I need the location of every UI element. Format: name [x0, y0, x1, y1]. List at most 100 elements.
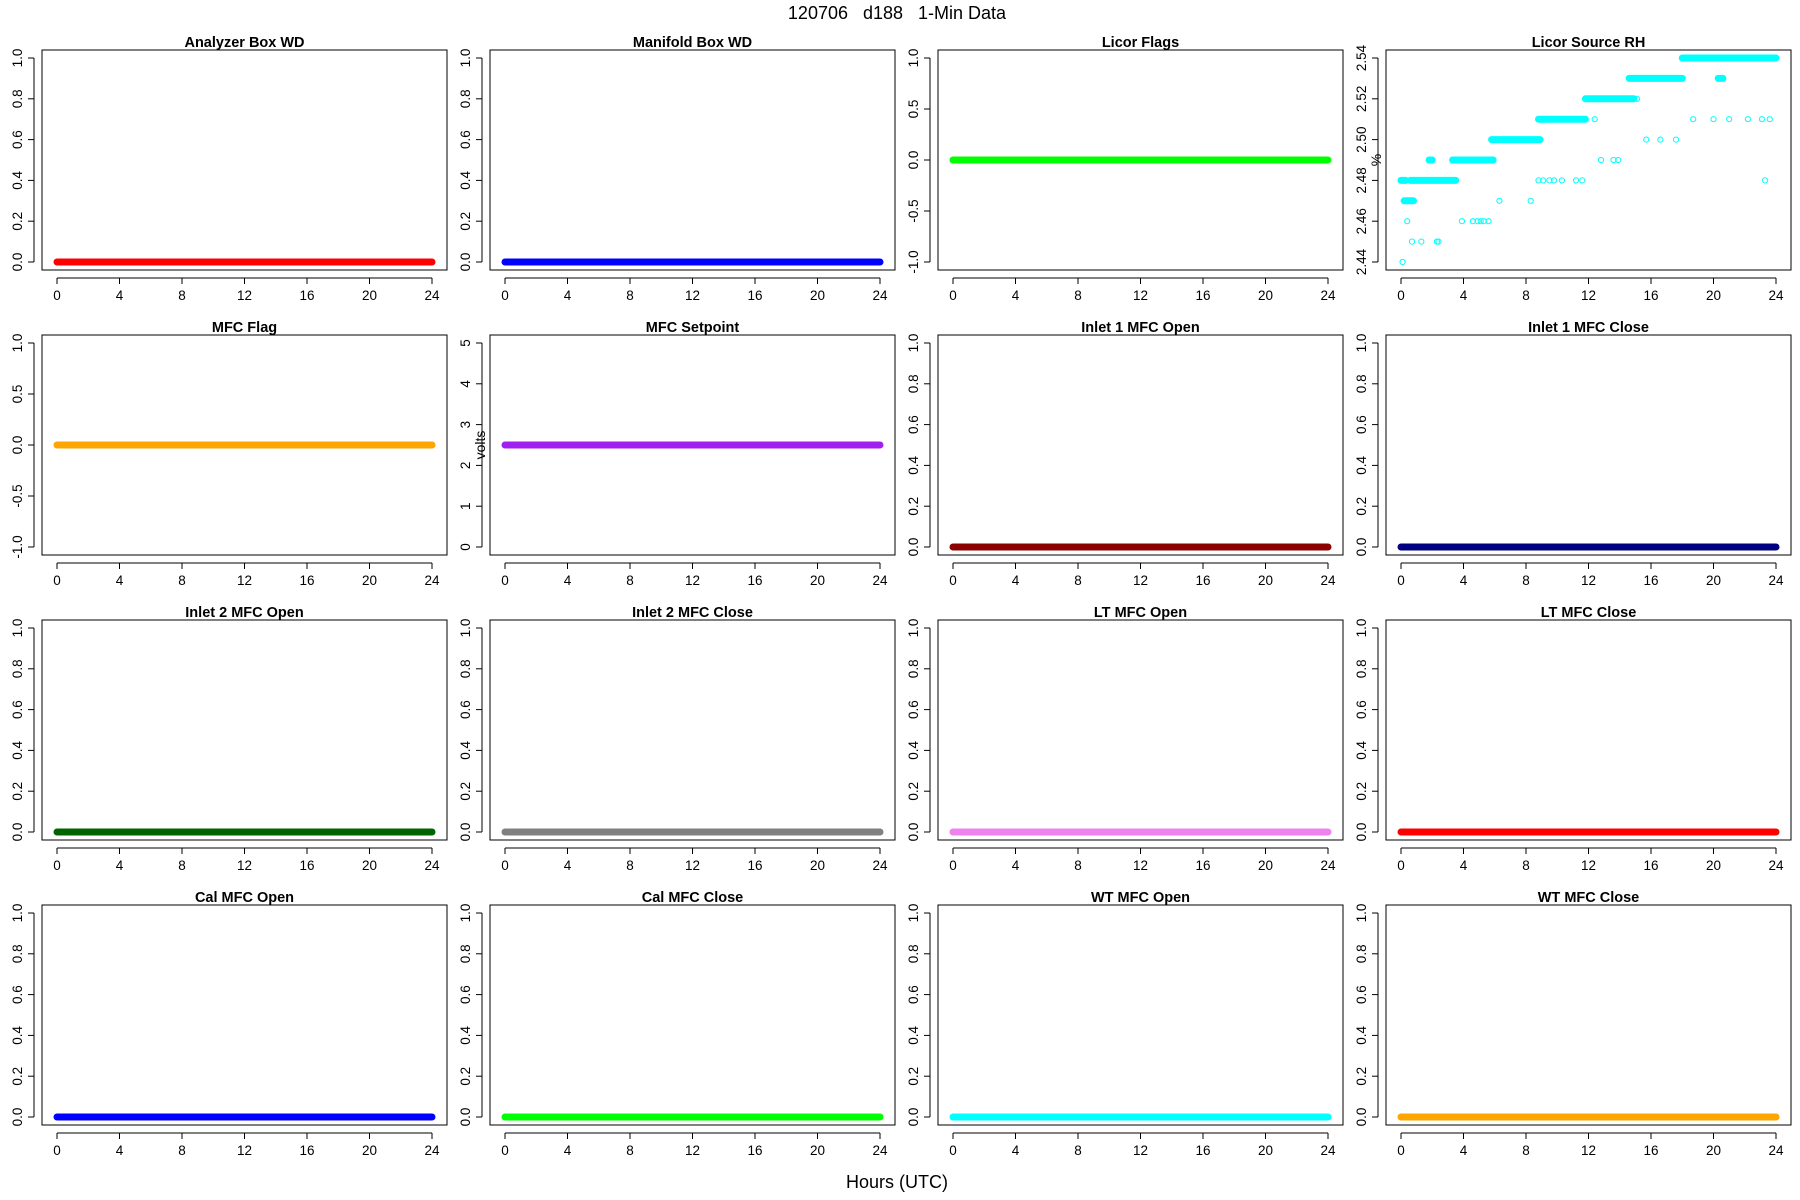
x-tick-label: 12: [685, 573, 700, 588]
data-point: [1480, 218, 1487, 225]
x-tick-label: 12: [1133, 573, 1148, 588]
data-point: [1572, 177, 1580, 184]
data-point: [1633, 95, 1641, 102]
x-tick-label: 20: [810, 858, 825, 873]
panel-title: Inlet 1 MFC Open: [1081, 320, 1199, 336]
y-tick-label: 0.0: [10, 823, 25, 842]
data-point: [1710, 116, 1717, 123]
x-tick-label: 0: [501, 858, 509, 873]
x-tick-label: 8: [1522, 1143, 1530, 1158]
y-axis: -1.0 -0.5 0.0 0.5 1.0: [10, 334, 35, 559]
y-tick-label: -0.5: [906, 199, 921, 222]
data-point: [1766, 116, 1773, 123]
plot-frame: [937, 334, 1344, 556]
y-tick-label: 0.2: [906, 782, 921, 801]
y-tick-label: 0.8: [458, 89, 473, 108]
panel-title: LT MFC Open: [1094, 605, 1187, 621]
y-tick-label: 0.2: [1354, 497, 1369, 516]
data-point: [1546, 177, 1553, 184]
x-tick-label: 8: [626, 1143, 634, 1158]
x-tick-label: 24: [424, 858, 440, 873]
x-tick-label: 20: [810, 288, 825, 303]
y-tick-label: 0.0: [458, 823, 473, 842]
y-tick-label: 0.4: [458, 741, 473, 760]
x-axis: 0 4 8 12 16 20 24: [1397, 847, 1784, 873]
x-tick-label: 20: [1706, 573, 1721, 588]
x-axis: 0 4 8 12 16 20 24: [949, 277, 1336, 303]
x-axis: 0 4 8 12 16 20 24: [1397, 277, 1784, 303]
chart-panel: LT MFC Close 0 4 8 12 16 20 24 0.0 0.2 0.4 0.6 0.8 1.…: [1354, 605, 1792, 873]
y-tick-label: 0.8: [1354, 374, 1369, 393]
data-point: [1404, 218, 1411, 225]
x-tick-label: 20: [362, 858, 377, 873]
y-tick-label: 0.2: [1354, 782, 1369, 801]
x-tick-label: 12: [1581, 288, 1596, 303]
data-point: [1469, 218, 1476, 225]
x-tick-label: 8: [1522, 858, 1530, 873]
data-point: [1485, 218, 1492, 225]
x-tick-label: 8: [1074, 573, 1082, 588]
x-tick-label: 0: [949, 858, 957, 873]
x-tick-label: 24: [424, 1143, 440, 1158]
x-tick-label: 24: [1320, 288, 1336, 303]
data-point: [1758, 116, 1766, 123]
x-tick-label: 0: [949, 288, 957, 303]
y-tick-label: 0.8: [906, 374, 921, 393]
x-tick-label: 0: [949, 1143, 957, 1158]
x-tick-label: 16: [299, 858, 314, 873]
x-tick-label: 24: [872, 288, 888, 303]
panel-title: Inlet 1 MFC Close: [1528, 320, 1649, 336]
panel-title: Inlet 2 MFC Open: [185, 605, 303, 621]
chart-panel: Inlet 1 MFC Close 0 4 8 12 16 20 24 0.0 0.2 0.4 0.6…: [1354, 320, 1792, 588]
figure-title: 120706 d188 1-Min Data: [788, 3, 1007, 23]
x-tick-label: 4: [116, 858, 124, 873]
plot-frame: [1385, 334, 1792, 556]
y-tick-label: 0.2: [10, 782, 25, 801]
panel-title: Licor Flags: [1102, 35, 1179, 51]
plot-frame: [41, 619, 448, 841]
y-tick-label: 0.0: [1354, 1108, 1369, 1127]
x-tick-label: 20: [1258, 1143, 1273, 1158]
y-tick-label: 1: [458, 502, 473, 510]
y-tick-label: 0.6: [458, 985, 473, 1004]
y-tick-label: 0.4: [10, 1026, 25, 1045]
y-axis: 0 1 2 3 4 5: [458, 339, 483, 551]
y-axis-label: %: [1368, 154, 1384, 166]
x-tick-label: 16: [1643, 288, 1658, 303]
x-tick-label: 0: [501, 573, 509, 588]
plot-frame: [489, 49, 896, 271]
y-axis: 0.0 0.2 0.4 0.6 0.8 1.0: [10, 904, 35, 1127]
y-tick-label: 0.0: [10, 436, 25, 455]
x-tick-label: 20: [1258, 573, 1273, 588]
y-tick-label: 0.0: [10, 1108, 25, 1127]
x-tick-label: 0: [1397, 1143, 1405, 1158]
y-tick-label: 0.0: [906, 151, 921, 170]
y-tick-label: 0.4: [906, 1026, 921, 1045]
x-axis-label: Hours (UTC): [846, 1172, 948, 1192]
y-tick-label: 0.2: [1354, 1067, 1369, 1086]
x-tick-label: 24: [424, 288, 440, 303]
x-tick-label: 16: [747, 858, 762, 873]
y-tick-label: 1.0: [10, 619, 25, 638]
y-tick-label: 1.0: [10, 334, 25, 353]
y-tick-label: 0.4: [1354, 741, 1369, 760]
y-tick-label: -0.5: [10, 484, 25, 507]
x-tick-label: 24: [1768, 573, 1784, 588]
y-tick-label: 1.0: [1354, 619, 1369, 638]
x-tick-label: 16: [1195, 573, 1210, 588]
x-axis: 0 4 8 12 16 20 24: [53, 562, 440, 588]
x-tick-label: 24: [1320, 573, 1336, 588]
y-tick-label: 0.8: [10, 89, 25, 108]
x-tick-label: 12: [1581, 573, 1596, 588]
y-tick-label: 1.0: [10, 904, 25, 923]
plot-frame: [41, 49, 448, 271]
data-point: [1527, 197, 1534, 204]
x-tick-label: 4: [1460, 1143, 1468, 1158]
y-tick-label: 0.6: [906, 700, 921, 719]
x-tick-label: 16: [1195, 1143, 1210, 1158]
y-tick-label: 0.2: [10, 1067, 25, 1086]
x-tick-label: 4: [1012, 573, 1020, 588]
x-tick-label: 8: [1074, 858, 1082, 873]
x-tick-label: 20: [362, 1143, 377, 1158]
